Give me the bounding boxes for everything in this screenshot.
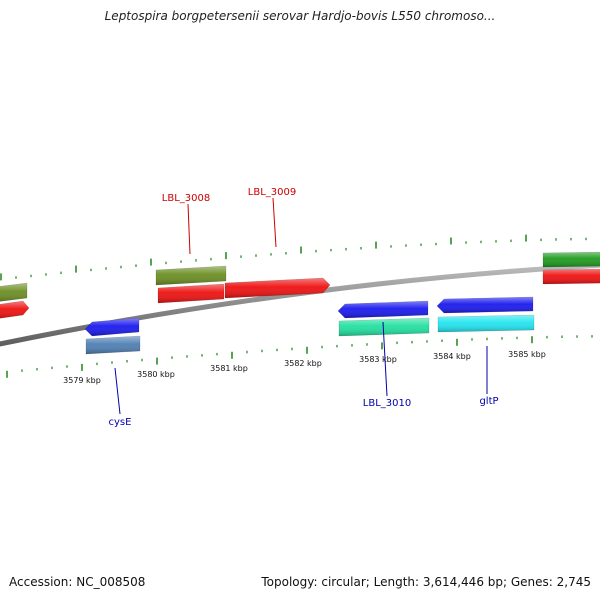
LBL_3008-gene[interactable] [155, 265, 227, 286]
label-gltP[interactable]: gltP [479, 396, 498, 407]
scale-label: 3584 kbp [433, 352, 471, 361]
cysE-gene[interactable] [84, 317, 140, 337]
scale-label: 3583 kbp [359, 355, 397, 364]
gene-red-right[interactable] [542, 268, 600, 285]
leader-cysE [114, 367, 121, 415]
map-title: Leptospira borgpetersenii serovar Hardjo… [104, 9, 496, 23]
gltP-cds[interactable] [437, 314, 535, 333]
scale-labels: 3579 kbp 3580 kbp 3581 kbp 3582 kbp 3583… [63, 350, 546, 385]
LBL_3009-cds[interactable] [224, 277, 331, 299]
scale-label: 3579 kbp [63, 376, 101, 385]
genome-stats-text: Topology: circular; Length: 3,614,446 bp… [261, 575, 591, 589]
scale-label: 3582 kbp [284, 359, 322, 368]
scale-label: 3581 kbp [210, 364, 248, 373]
gene-olive-left[interactable] [0, 282, 28, 302]
gene-red-left[interactable] [0, 300, 30, 319]
feature-track [0, 251, 600, 355]
label-lbl-3009[interactable]: LBL_3009 [248, 187, 296, 198]
label-lbl-3008[interactable]: LBL_3008 [162, 193, 210, 204]
label-lbl-3010[interactable]: LBL_3010 [363, 398, 411, 409]
scale-label: 3585 kbp [508, 350, 546, 359]
scale-label: 3580 kbp [137, 370, 175, 379]
leader-lbl-3009 [272, 197, 277, 248]
inner-tick-row [6, 335, 593, 378]
leader-lbl-3010 [382, 321, 388, 397]
leader-lbl-3008 [187, 203, 191, 255]
gene-green-right[interactable] [542, 251, 600, 268]
LBL_3010-gene[interactable] [337, 300, 429, 319]
cysE-cds[interactable] [85, 335, 141, 355]
outer-tick-row [0, 234, 587, 281]
label-cysE[interactable]: cysE [109, 417, 132, 428]
gltP-gene[interactable] [436, 296, 534, 314]
LBL_3008-cds[interactable] [157, 283, 225, 304]
accession-text: Accession: NC_008508 [9, 575, 146, 589]
